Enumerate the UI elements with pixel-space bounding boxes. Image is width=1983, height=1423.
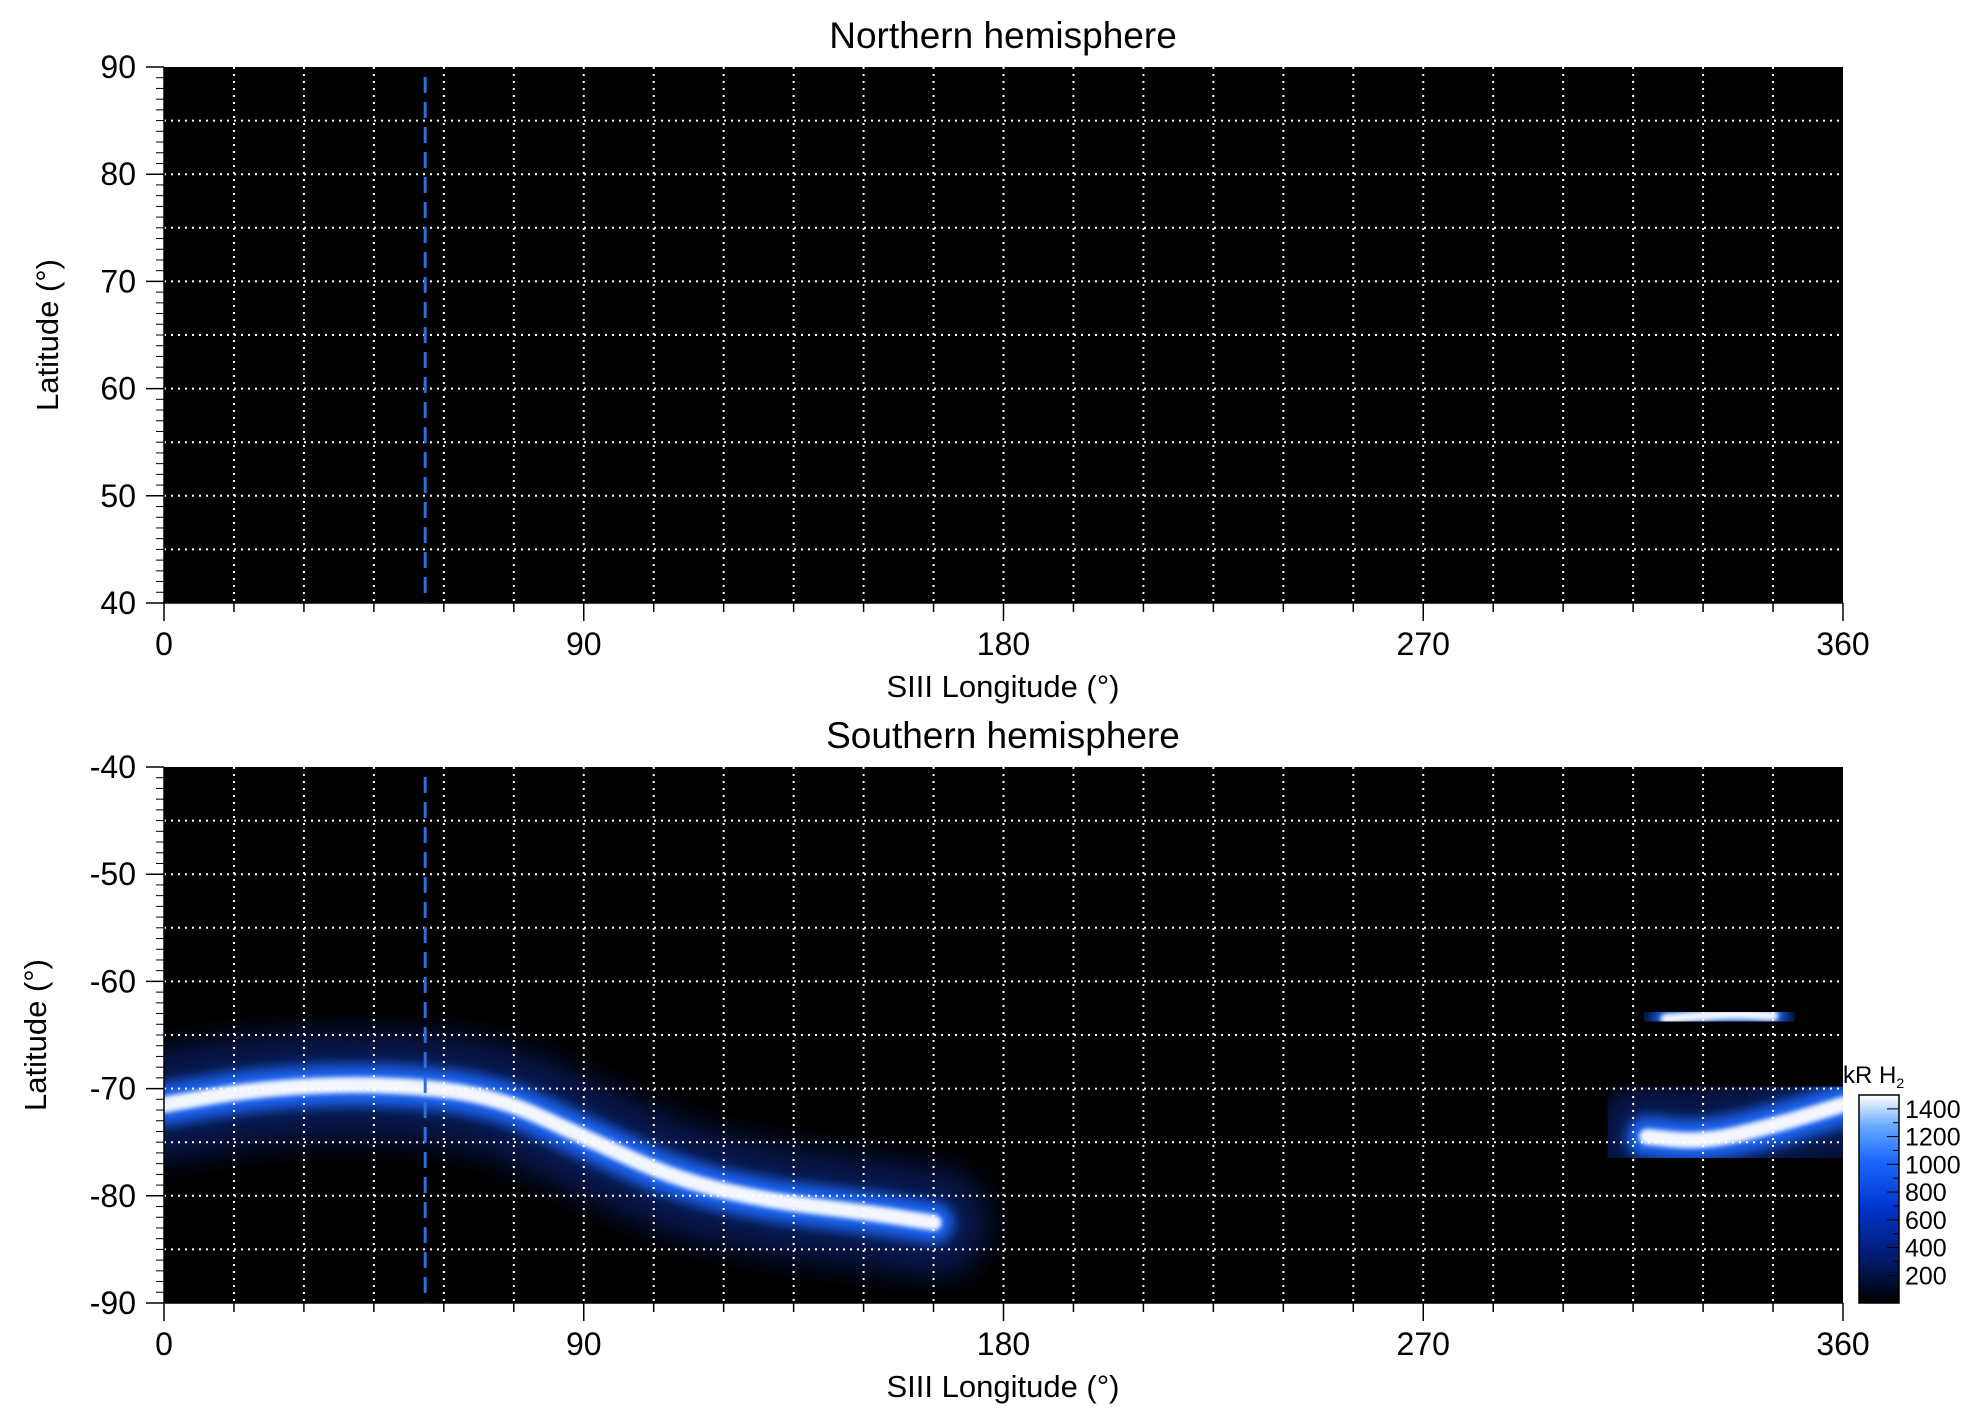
y-tick-label: -80 bbox=[90, 1178, 136, 1214]
colorbar-gradient bbox=[1858, 1094, 1900, 1304]
main-oval-west-core bbox=[164, 1077, 942, 1231]
x-tick-label: 180 bbox=[977, 626, 1030, 662]
northern-x-label: SIII Longitude (°) bbox=[887, 669, 1120, 704]
y-tick-label: -50 bbox=[90, 856, 136, 892]
southern-x-label: SIII Longitude (°) bbox=[887, 1369, 1120, 1404]
y-tick-label: -70 bbox=[90, 1071, 136, 1107]
northern-title: Northern hemisphere bbox=[829, 15, 1177, 56]
spot-high-latitude-core bbox=[1660, 1009, 1779, 1025]
southern-x-axis: 0 90 180 270 360 bbox=[155, 1302, 1870, 1362]
northern-panel: Northern hemisphere 40 50 60 70 80 90 0 90 180 2… bbox=[30, 15, 1870, 704]
northern-x-axis: 0 90 180 270 360 bbox=[155, 602, 1870, 662]
y-tick-label: 70 bbox=[100, 263, 136, 299]
x-tick-label: 90 bbox=[566, 626, 602, 662]
x-tick-label: 0 bbox=[155, 1326, 173, 1362]
colorbar-tick-label: 1000 bbox=[1905, 1151, 1961, 1179]
southern-y-axis: -40 -50 -60 -70 -80 -90 bbox=[90, 749, 165, 1321]
southern-grid bbox=[164, 767, 1843, 1303]
northern-y-label: Latitude (°) bbox=[30, 259, 65, 411]
y-tick-label: 80 bbox=[100, 156, 136, 192]
colorbar-tick-label: 1400 bbox=[1905, 1096, 1961, 1124]
southern-y-label: Latitude (°) bbox=[18, 959, 53, 1111]
x-tick-label: 360 bbox=[1816, 626, 1869, 662]
x-tick-label: 180 bbox=[977, 1326, 1030, 1362]
colorbar-tick-label: 200 bbox=[1905, 1262, 1947, 1290]
colorbar-tick-label: 400 bbox=[1905, 1235, 1947, 1263]
y-tick-label: 50 bbox=[100, 478, 136, 514]
x-tick-label: 90 bbox=[566, 1326, 602, 1362]
y-tick-label: 60 bbox=[100, 371, 136, 407]
northern-grid bbox=[164, 67, 1843, 603]
y-tick-label: -90 bbox=[90, 1285, 136, 1321]
y-tick-label: -40 bbox=[90, 749, 136, 785]
y-tick-label: -60 bbox=[90, 963, 136, 999]
y-tick-label: 40 bbox=[100, 585, 136, 621]
colorbar-tick-label: 1200 bbox=[1905, 1124, 1961, 1152]
colorbar-tick-label: 600 bbox=[1905, 1207, 1947, 1235]
x-tick-label: 360 bbox=[1816, 1326, 1869, 1362]
x-tick-label: 0 bbox=[155, 626, 173, 662]
y-tick-label: 90 bbox=[100, 49, 136, 85]
southern-emission bbox=[164, 978, 1843, 1278]
southern-title: Southern hemisphere bbox=[826, 715, 1180, 756]
colorbar-title-main: kR H bbox=[1843, 1062, 1896, 1089]
northern-y-axis: 40 50 60 70 80 90 bbox=[100, 49, 165, 621]
x-tick-label: 270 bbox=[1397, 626, 1450, 662]
main-oval-east-core bbox=[1639, 1096, 1843, 1149]
colorbar-tick-label: 800 bbox=[1905, 1179, 1947, 1207]
colorbar-title: kR H2 bbox=[1843, 1062, 1904, 1091]
southern-panel: Southern hemisphere -40 -50 -60 -70 -80 -90 0… bbox=[18, 715, 1870, 1404]
x-tick-label: 270 bbox=[1397, 1326, 1450, 1362]
colorbar-title-subscript: 2 bbox=[1896, 1075, 1904, 1091]
